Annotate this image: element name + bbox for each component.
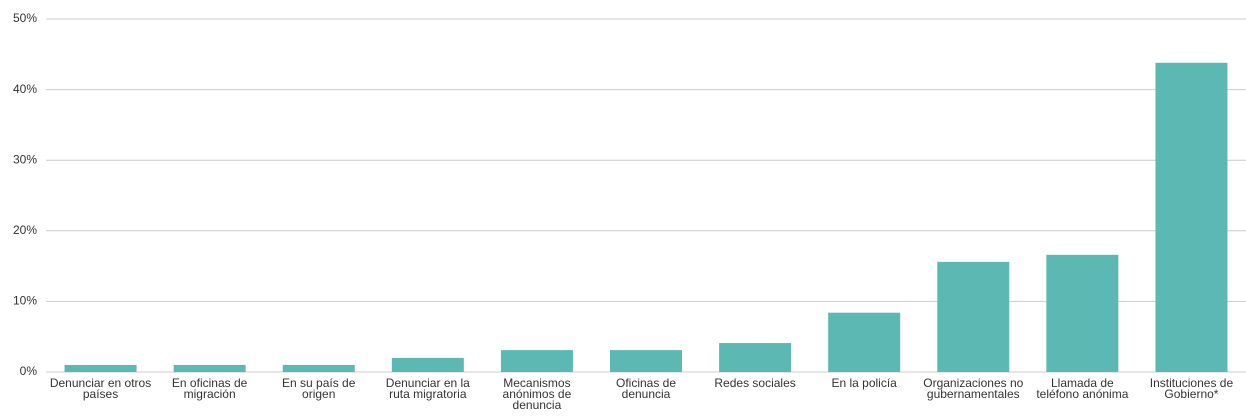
x-tick-label: Organizaciones no gubernamentales	[923, 376, 1024, 401]
bar	[610, 350, 682, 372]
x-tick-label: En su país de origen	[282, 376, 356, 401]
bar	[1155, 62, 1228, 372]
x-tick-label: En oficinas de migración	[171, 376, 248, 401]
x-tick-label: Mecanismos anónimos de denuncia	[502, 376, 572, 412]
y-tick-label: 10%	[13, 294, 37, 308]
bar	[64, 364, 137, 372]
bar	[391, 357, 464, 372]
bar	[1046, 254, 1119, 372]
x-tick-label: En la policía	[831, 376, 897, 390]
x-tick-label: Redes sociales	[714, 376, 796, 390]
bar	[828, 312, 901, 372]
bar	[282, 364, 355, 372]
bar	[173, 364, 246, 372]
bar	[719, 343, 792, 372]
y-tick-label: 30%	[13, 152, 37, 166]
x-tick-label: Llamada de teléfono anónima	[1036, 376, 1129, 401]
y-tick-label: 20%	[13, 223, 37, 237]
x-tick-label: Denunciar en otros países	[49, 376, 152, 401]
y-tick-label: 50%	[13, 11, 37, 25]
y-tick-label: 0%	[20, 364, 38, 378]
y-tick-label: 40%	[13, 82, 37, 96]
bar	[500, 350, 573, 372]
x-tick-label: Oficinas de denuncia	[615, 376, 677, 401]
x-tick-label: Denunciar en la ruta migratoria	[385, 376, 470, 401]
bar	[937, 261, 1010, 372]
x-tick-label: Instituciones de Gobierno*	[1149, 376, 1234, 401]
